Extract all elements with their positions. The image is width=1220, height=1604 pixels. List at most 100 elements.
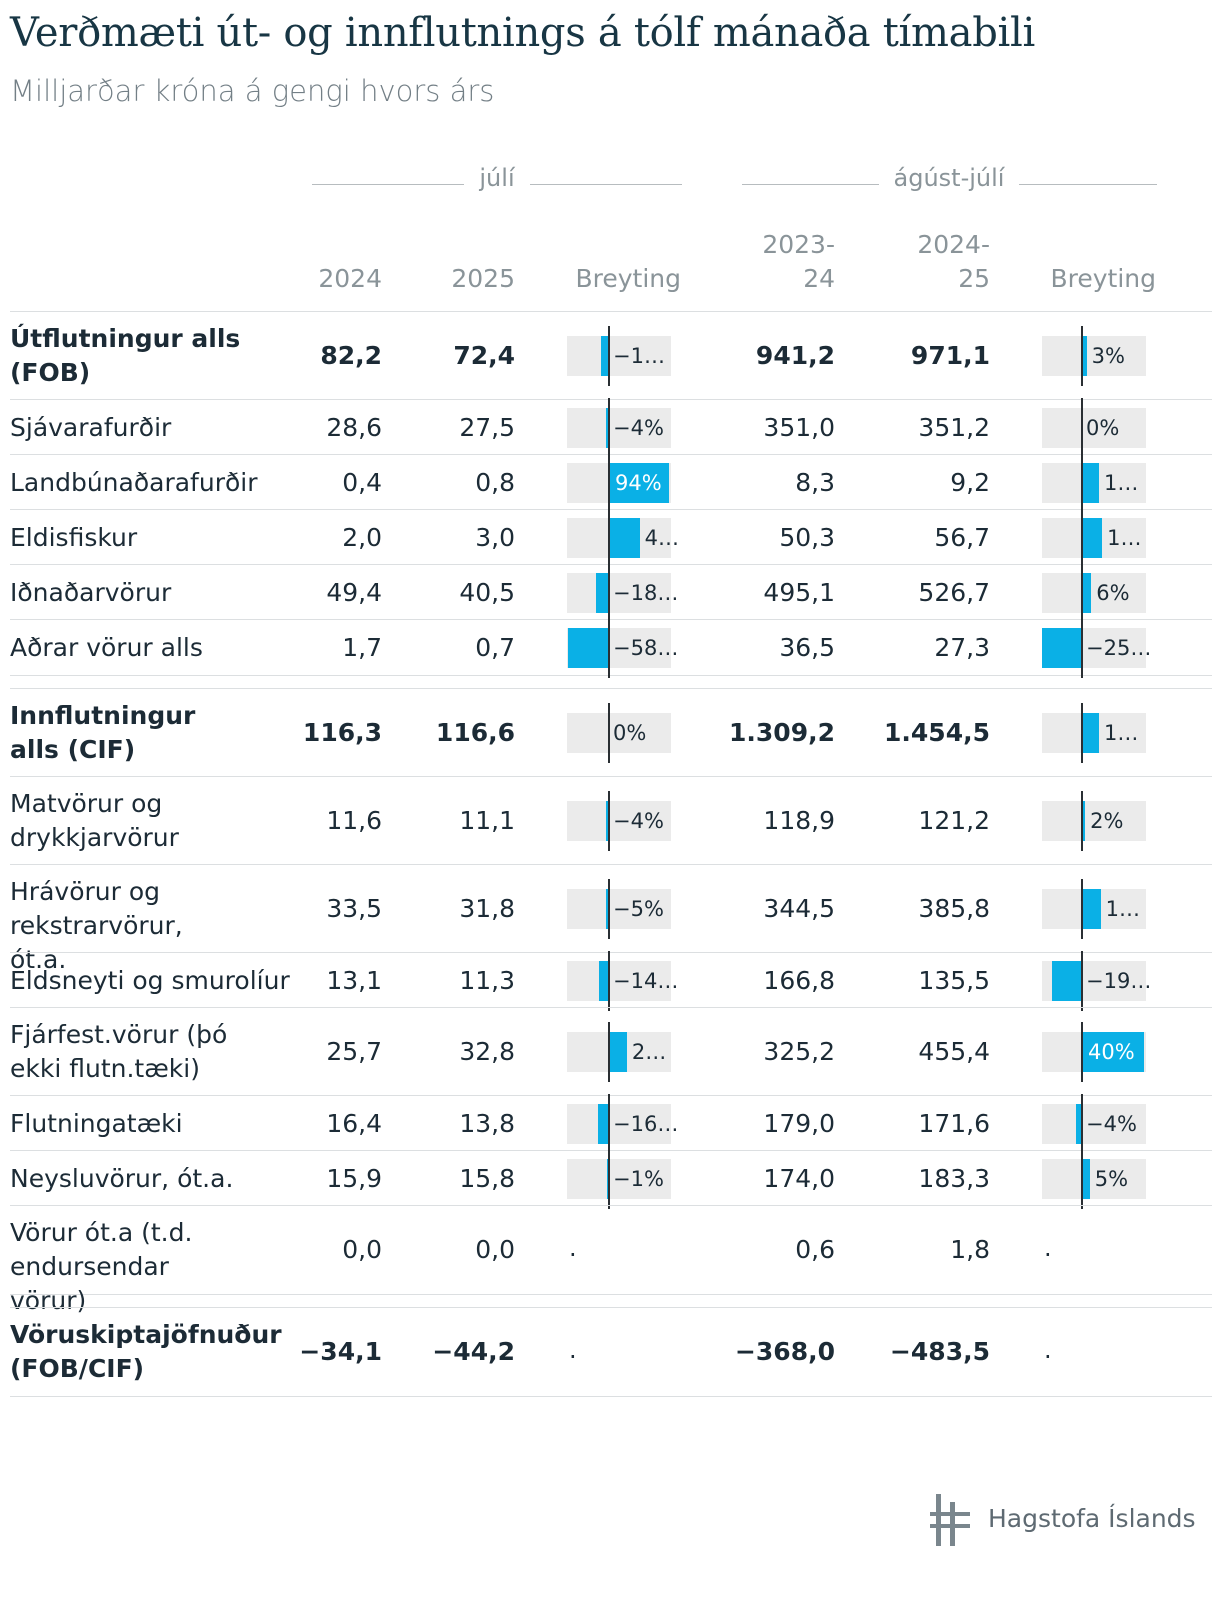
change-bar bbox=[1082, 801, 1086, 841]
value-2024-25: 1.454,5 bbox=[884, 718, 990, 747]
change-bar bbox=[1082, 1032, 1144, 1072]
zero-line bbox=[608, 617, 610, 678]
change-label: 94% bbox=[615, 470, 662, 495]
zero-line bbox=[1081, 1148, 1083, 1209]
change-bar bbox=[1082, 713, 1100, 753]
row-label: Fjárfest.vörur (þó ekki flutn.tæki) bbox=[10, 1020, 228, 1083]
value-2023-24: 495,1 bbox=[763, 577, 835, 607]
value-2024-25: 526,7 bbox=[918, 577, 990, 607]
col-header-2025: 2025 bbox=[451, 264, 515, 293]
change-label: 5% bbox=[1094, 1166, 1129, 1191]
row-label: Útflutningur alls (FOB) bbox=[10, 324, 241, 387]
change-cell-monthly: 4… bbox=[567, 507, 679, 568]
zero-line bbox=[608, 397, 610, 458]
change-cell-annual: −4% bbox=[1042, 1093, 1146, 1154]
change-bar bbox=[1042, 627, 1082, 668]
change-label: 0% bbox=[1086, 415, 1120, 440]
change-label: −16… bbox=[613, 1111, 679, 1136]
change-label: 0% bbox=[613, 721, 647, 745]
table-row: Landbúnaðarafurðir 0,4 0,8 8,3 9,2 94% 1… bbox=[10, 452, 1212, 513]
change-label: −58… bbox=[613, 635, 679, 660]
change-cell-annual: 6% bbox=[1042, 562, 1146, 623]
change-label: −18… bbox=[613, 580, 679, 605]
change-bar bbox=[1082, 462, 1100, 503]
zero-line bbox=[608, 791, 610, 851]
zero-line bbox=[1081, 507, 1083, 568]
value-2025: 11,1 bbox=[459, 806, 515, 835]
value-2024: 116,3 bbox=[302, 718, 382, 747]
change-label: −25… bbox=[1086, 635, 1152, 660]
value-2025: 27,5 bbox=[459, 412, 515, 442]
zero-line bbox=[608, 703, 610, 763]
change-bar bbox=[597, 1103, 609, 1144]
change-missing-monthly: . bbox=[569, 1336, 577, 1364]
value-2024-25: 27,3 bbox=[934, 632, 990, 662]
zero-line bbox=[1081, 950, 1083, 1011]
change-bar-background bbox=[1042, 1103, 1146, 1144]
change-bar bbox=[1051, 960, 1082, 1001]
change-label: 2… bbox=[631, 1040, 667, 1064]
change-missing-annual: . bbox=[1044, 1234, 1052, 1262]
change-cell-annual: −19… bbox=[1042, 950, 1151, 1011]
change-label: −19… bbox=[1086, 968, 1152, 993]
value-2024-25: 385,8 bbox=[918, 894, 990, 923]
value-2024: −34,1 bbox=[299, 1337, 382, 1366]
change-cell-monthly: 0% bbox=[567, 703, 671, 763]
change-bar bbox=[1082, 1158, 1090, 1199]
change-label: 1… bbox=[1104, 470, 1139, 495]
value-2024: 82,2 bbox=[320, 341, 382, 370]
change-bar bbox=[600, 336, 609, 376]
change-bar-background bbox=[567, 713, 671, 753]
value-2024: 33,5 bbox=[326, 894, 382, 923]
change-bar-background bbox=[1042, 572, 1146, 613]
change-label: 6% bbox=[1096, 580, 1130, 605]
table-row: Hrávörur og rekstrarvörur, ót.a. 33,5 31,8… bbox=[10, 864, 1212, 974]
change-cell-monthly: −16… bbox=[567, 1093, 678, 1154]
change-cell-annual: −25… bbox=[1042, 617, 1151, 678]
change-label: 3% bbox=[1091, 344, 1125, 368]
value-2023-24: 166,8 bbox=[763, 965, 835, 995]
hagstofa-logo-icon bbox=[930, 1494, 970, 1546]
page-title: Verðmæti út- og innflutnings á tólf mána… bbox=[10, 10, 1035, 56]
change-bar-background bbox=[567, 336, 671, 376]
change-cell-annual: 40% bbox=[1042, 1022, 1146, 1082]
value-2024-25: 455,4 bbox=[918, 1037, 990, 1066]
row-label: Aðrar vörur alls bbox=[10, 632, 203, 662]
row-label: Iðnaðarvörur bbox=[10, 577, 172, 607]
change-bar bbox=[1075, 1103, 1082, 1144]
change-cell-monthly: −4% bbox=[567, 397, 671, 458]
row-label: Neysluvörur, ót.a. bbox=[10, 1163, 234, 1193]
change-bar-background bbox=[567, 407, 671, 448]
value-2025: 0,7 bbox=[475, 632, 515, 662]
change-bar bbox=[1082, 889, 1101, 929]
table-row: Vörur ót.a (t.d. endursendar vörur) 0,0 0,… bbox=[10, 1205, 1212, 1315]
col-header-breyting-annual: Breyting bbox=[1050, 264, 1156, 293]
group-header-monthly: júlí bbox=[312, 164, 682, 204]
change-bar bbox=[568, 627, 609, 668]
table-row: Innflutningur alls (CIF) 116,3 116,6 1.309,… bbox=[10, 688, 1212, 777]
row-label: Vörur ót.a (t.d. endursendar vörur) bbox=[10, 1218, 193, 1315]
change-bar bbox=[1082, 572, 1092, 613]
change-label: −5% bbox=[613, 897, 664, 921]
value-2023-24: 941,2 bbox=[755, 341, 835, 370]
row-label: Matvörur og drykkjarvörur bbox=[10, 789, 179, 852]
value-2023-24: 8,3 bbox=[795, 467, 835, 497]
value-2023-24: 50,3 bbox=[779, 522, 835, 552]
change-label: −1% bbox=[613, 1166, 664, 1191]
change-bar-background bbox=[1042, 801, 1146, 841]
zero-line bbox=[1081, 1093, 1083, 1154]
value-2023-24: 179,0 bbox=[763, 1108, 835, 1138]
change-cell-monthly: 94% bbox=[567, 452, 671, 513]
table-row: Neysluvörur, ót.a. 15,9 15,8 174,0 183,3 −1% 5… bbox=[10, 1148, 1212, 1209]
value-2023-24: 1.309,2 bbox=[729, 718, 835, 747]
value-2025: 32,8 bbox=[459, 1037, 515, 1066]
value-2024-25: 121,2 bbox=[918, 806, 990, 835]
col-header-2023-24: 2023- 24 bbox=[762, 230, 835, 293]
value-2025: 15,8 bbox=[459, 1163, 515, 1193]
value-2025: 13,8 bbox=[459, 1108, 515, 1138]
value-2024: 25,7 bbox=[326, 1037, 382, 1066]
value-2024: 2,0 bbox=[342, 522, 382, 552]
zero-line bbox=[1081, 791, 1083, 851]
change-bar-background bbox=[567, 1158, 671, 1199]
table-row: Matvörur og drykkjarvörur 11,6 11,1 118,9 12… bbox=[10, 776, 1212, 865]
